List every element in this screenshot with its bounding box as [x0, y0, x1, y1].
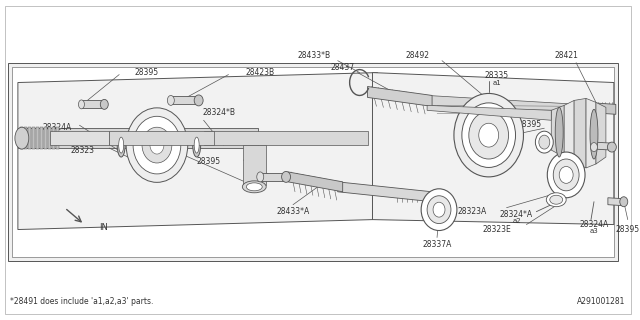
Text: 28335: 28335 [484, 71, 509, 80]
Text: 28333: 28333 [468, 134, 492, 143]
Ellipse shape [462, 103, 515, 167]
Ellipse shape [427, 196, 451, 224]
Polygon shape [12, 67, 614, 257]
Polygon shape [586, 99, 596, 168]
Polygon shape [372, 73, 614, 225]
Ellipse shape [126, 108, 188, 182]
Ellipse shape [620, 197, 628, 207]
Polygon shape [32, 127, 35, 149]
Text: A291001281: A291001281 [577, 297, 626, 306]
Polygon shape [18, 73, 378, 229]
Ellipse shape [246, 183, 262, 191]
Text: IN: IN [99, 223, 108, 232]
Polygon shape [18, 128, 259, 148]
Ellipse shape [591, 143, 598, 152]
Text: 28421: 28421 [554, 51, 578, 60]
Text: 28337A: 28337A [422, 240, 452, 249]
Ellipse shape [479, 123, 499, 147]
Polygon shape [427, 105, 551, 120]
Text: 28395: 28395 [135, 68, 159, 77]
Polygon shape [50, 131, 109, 145]
Polygon shape [338, 182, 432, 202]
Text: 28423B: 28423B [246, 68, 275, 77]
Polygon shape [44, 127, 47, 149]
Text: 28324*A: 28324*A [500, 210, 533, 219]
Text: 28323: 28323 [70, 146, 94, 155]
Polygon shape [260, 173, 286, 181]
Polygon shape [109, 131, 214, 145]
Polygon shape [81, 100, 104, 108]
Polygon shape [8, 63, 618, 261]
Ellipse shape [194, 137, 199, 153]
Polygon shape [24, 127, 27, 149]
Ellipse shape [193, 133, 201, 157]
Polygon shape [56, 127, 59, 149]
Ellipse shape [547, 193, 566, 207]
Polygon shape [586, 102, 616, 114]
Ellipse shape [117, 133, 125, 157]
Ellipse shape [421, 189, 457, 230]
Polygon shape [574, 99, 586, 168]
Polygon shape [427, 95, 596, 115]
Ellipse shape [100, 100, 108, 109]
Ellipse shape [536, 131, 553, 153]
Polygon shape [596, 102, 606, 164]
Polygon shape [564, 100, 574, 163]
Ellipse shape [454, 93, 524, 177]
Ellipse shape [142, 127, 172, 163]
Text: *28491 does include 'a1,a2,a3' parts.: *28491 does include 'a1,a2,a3' parts. [10, 297, 154, 306]
Text: 28395: 28395 [196, 157, 221, 166]
Polygon shape [52, 127, 54, 149]
Text: 28395: 28395 [517, 120, 541, 129]
Text: 28433*B: 28433*B [298, 51, 330, 60]
Polygon shape [5, 6, 631, 314]
Ellipse shape [257, 172, 264, 182]
Ellipse shape [550, 195, 563, 204]
Polygon shape [608, 198, 624, 206]
Text: 28323A: 28323A [458, 207, 486, 216]
Ellipse shape [168, 95, 174, 105]
Text: 28433*A: 28433*A [276, 207, 310, 216]
Polygon shape [36, 127, 39, 149]
Text: 28324A: 28324A [579, 220, 609, 229]
Ellipse shape [150, 136, 164, 154]
Text: *28491: *28491 [131, 154, 159, 163]
Ellipse shape [194, 95, 203, 106]
Polygon shape [594, 142, 612, 150]
Text: 28324*B: 28324*B [202, 108, 235, 117]
Ellipse shape [433, 202, 445, 217]
Ellipse shape [553, 159, 579, 191]
Polygon shape [47, 127, 51, 149]
Ellipse shape [118, 137, 124, 153]
Polygon shape [243, 145, 266, 185]
Text: 28492: 28492 [405, 51, 429, 60]
Text: 28395: 28395 [616, 225, 640, 234]
Ellipse shape [15, 127, 29, 149]
Ellipse shape [556, 107, 563, 157]
Text: a2: a2 [512, 218, 521, 224]
Polygon shape [40, 127, 43, 149]
Ellipse shape [282, 172, 291, 182]
Ellipse shape [133, 116, 180, 174]
Ellipse shape [559, 166, 573, 183]
Text: a1: a1 [492, 80, 501, 85]
Ellipse shape [590, 109, 598, 159]
Ellipse shape [539, 135, 550, 149]
Text: a3: a3 [589, 228, 598, 234]
Polygon shape [28, 127, 31, 149]
Polygon shape [204, 131, 367, 145]
Polygon shape [288, 172, 342, 192]
Text: 28324A: 28324A [42, 123, 72, 132]
Ellipse shape [547, 152, 585, 198]
Ellipse shape [79, 100, 84, 109]
Polygon shape [367, 86, 432, 106]
Ellipse shape [243, 181, 266, 193]
Polygon shape [551, 105, 564, 157]
Ellipse shape [607, 142, 616, 152]
Polygon shape [20, 127, 23, 149]
Text: 28323E: 28323E [483, 225, 511, 234]
Polygon shape [171, 96, 198, 104]
Ellipse shape [469, 111, 509, 159]
Text: 28437: 28437 [331, 63, 355, 72]
